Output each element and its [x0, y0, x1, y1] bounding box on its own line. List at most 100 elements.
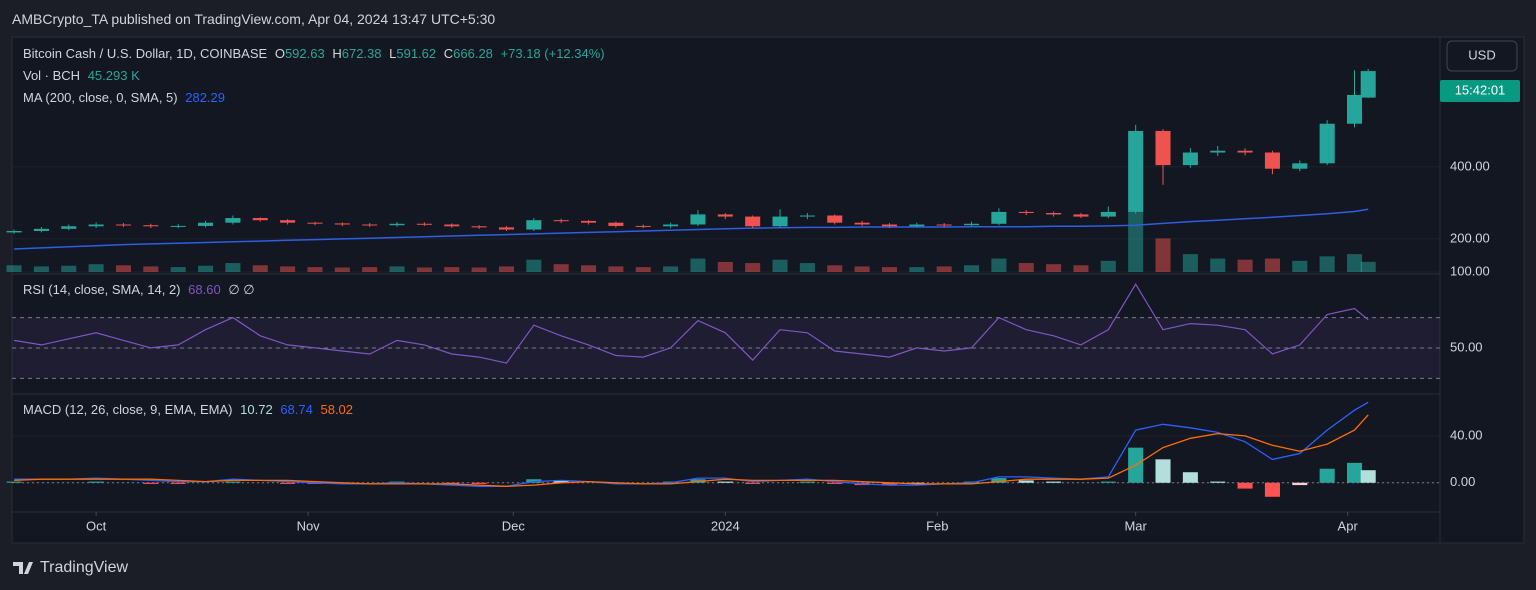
macd-histogram-bar [1100, 481, 1116, 483]
volume-bar [663, 266, 679, 272]
candle-body [88, 224, 104, 227]
volume-bar [717, 261, 733, 272]
candle-body [115, 224, 131, 226]
candle-body [1210, 150, 1226, 153]
rsi-extra: ∅ ∅ [228, 282, 255, 297]
candle-body [909, 224, 925, 227]
o-value: 592.63 [284, 46, 325, 61]
volume-bar [498, 266, 514, 272]
macd-histogram-bar [1319, 468, 1335, 483]
volume-bar [389, 266, 405, 272]
volume-bar [936, 266, 952, 272]
volume-bar [416, 267, 432, 272]
candle-body [1264, 152, 1280, 169]
candle-body [663, 224, 679, 227]
candle-body [608, 222, 624, 226]
volume-bar [1346, 254, 1363, 272]
volume-bar [1018, 263, 1034, 272]
macd-histogram-bar [799, 481, 815, 483]
macd-legend: MACD (12, 26, close, 9, EMA, EMA) 10.72 … [23, 402, 357, 417]
candle-body [416, 223, 432, 225]
candle-body [307, 222, 323, 224]
candle-body [854, 222, 870, 225]
candle-body [362, 224, 378, 226]
countdown-badge [1440, 80, 1520, 102]
rsi-legend: RSI (14, close, SMA, 14, 2) 68.60 ∅ ∅ [23, 282, 259, 298]
volume-bar [471, 267, 487, 272]
logo [13, 562, 33, 574]
macd-histogram-bar [1018, 480, 1034, 483]
x-tick-label: Mar [1124, 518, 1147, 533]
volume-bar [143, 266, 159, 272]
macd-histogram-bar [143, 482, 159, 484]
candle-body [964, 223, 980, 226]
candle-body [772, 216, 788, 227]
volume-bar [6, 265, 22, 272]
volume-bar [362, 267, 378, 272]
candle-body [252, 218, 268, 221]
x-tick-label: Oct [86, 518, 107, 533]
candle-body [1237, 150, 1253, 153]
volume-bar [745, 263, 761, 272]
volume-bar [307, 267, 323, 272]
volume-bar [252, 265, 268, 272]
macd-histogram-bar [6, 481, 22, 483]
y-tick-label: 100.00 [1450, 263, 1490, 278]
volume-bar [854, 266, 870, 272]
macd-histogram-bar [170, 482, 186, 484]
candle-body [526, 220, 542, 230]
volume-value: 45.293 K [87, 68, 140, 83]
candle-body [498, 227, 514, 230]
candle-body [1046, 212, 1062, 215]
candle-body [1346, 94, 1363, 124]
macd-histogram-bar [1360, 470, 1376, 483]
candle-body [198, 222, 214, 226]
candle-body [334, 223, 350, 225]
signal-value: 58.02 [320, 402, 354, 417]
volume-bar [690, 258, 706, 272]
macd-histogram-bar [1210, 481, 1226, 483]
macd-histogram-bar [280, 482, 296, 484]
o-label: O [274, 46, 285, 61]
currency-button[interactable] [1446, 40, 1518, 72]
y-tick-label: 50.00 [1450, 339, 1483, 354]
l-value: 591.62 [396, 46, 437, 61]
l-label: L [389, 46, 397, 61]
rsi-line [14, 283, 1369, 364]
candle-body [33, 228, 49, 231]
volume-bar [1073, 265, 1089, 272]
currency[interactable]: USD [1468, 47, 1495, 62]
candle-body [1073, 214, 1089, 217]
macd-histogram-bar [1182, 472, 1198, 483]
x-tick-label: Feb [926, 518, 948, 533]
candle-body [553, 220, 569, 222]
macd-histogram-bar [1155, 459, 1171, 483]
volume-legend: Vol · BCH 45.293 K [23, 68, 144, 83]
ma-value: 282.29 [185, 90, 226, 105]
candle-body [225, 218, 241, 223]
brand: TradingView [40, 559, 128, 576]
y-tick-label: 400.00 [1450, 158, 1490, 173]
c-value: 666.28 [453, 46, 493, 61]
volume-bar [526, 259, 542, 272]
volume-bar [334, 267, 350, 272]
candle-body [690, 214, 706, 225]
volume-bar [1128, 211, 1144, 272]
volume-bar [280, 266, 296, 272]
volume-bar [1319, 256, 1335, 272]
candle-body [1155, 130, 1171, 166]
volume-bar [33, 266, 49, 272]
macd-histogram-bar [717, 481, 733, 483]
publisher: AMBCrypto_TA published on TradingView.co… [12, 11, 496, 27]
macd-line [14, 401, 1369, 487]
candle-body [1319, 123, 1335, 164]
volume-bar [1155, 238, 1171, 272]
volume-bar [198, 265, 214, 272]
volume-bar [581, 265, 597, 272]
candle-body [389, 223, 405, 226]
change: +73.18 (+12.34%) [500, 46, 605, 61]
candle-body [936, 224, 952, 226]
candle-body [1128, 130, 1144, 212]
